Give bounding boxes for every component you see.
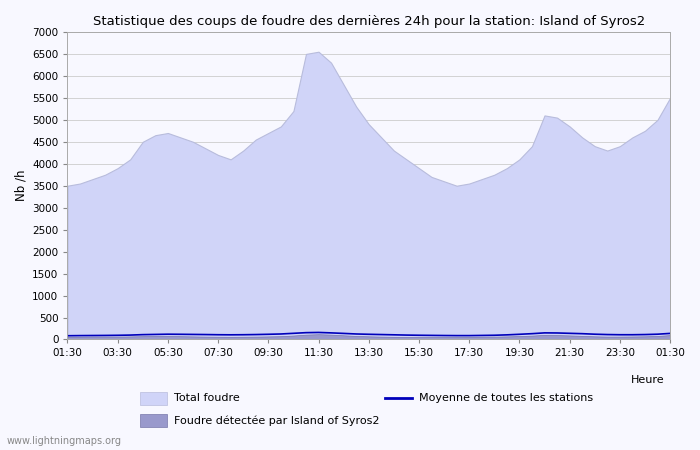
Text: Foudre détectée par Island of Syros2: Foudre détectée par Island of Syros2 [174, 415, 379, 426]
Text: www.lightningmaps.org: www.lightningmaps.org [7, 436, 122, 446]
Y-axis label: Nb /h: Nb /h [15, 170, 28, 202]
Text: Moyenne de toutes les stations: Moyenne de toutes les stations [419, 393, 593, 403]
Text: Heure: Heure [631, 375, 665, 385]
Title: Statistique des coups de foudre des dernières 24h pour la station: Island of Syr: Statistique des coups de foudre des dern… [92, 15, 645, 28]
Text: Total foudre: Total foudre [174, 393, 239, 403]
